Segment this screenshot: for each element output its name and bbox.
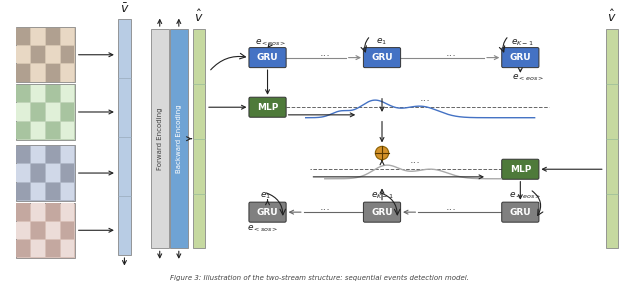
Text: GRU: GRU [257, 53, 278, 62]
Text: Forward Encoding: Forward Encoding [157, 107, 163, 170]
Bar [16, 183, 30, 200]
Bar [61, 240, 74, 257]
Bar [61, 46, 74, 63]
Bar [45, 122, 60, 139]
Bar [31, 240, 45, 257]
Bar [61, 65, 74, 82]
Bar [16, 65, 30, 82]
FancyBboxPatch shape [249, 97, 286, 117]
Text: $e_{K-1}$: $e_{K-1}$ [371, 191, 394, 201]
Bar [61, 103, 74, 121]
Bar [16, 146, 75, 201]
Bar [193, 29, 205, 249]
Text: $e_{K-1}$: $e_{K-1}$ [511, 37, 534, 48]
Bar [31, 203, 45, 221]
Text: $\hat{v}$: $\hat{v}$ [194, 9, 204, 25]
Bar [45, 28, 60, 45]
Bar [31, 46, 45, 63]
Bar [16, 122, 30, 139]
Bar [31, 222, 45, 239]
Bar [16, 85, 30, 102]
Text: MLP: MLP [257, 103, 278, 112]
Bar [61, 122, 74, 139]
Bar [605, 29, 618, 249]
Text: GRU: GRU [509, 208, 531, 217]
Bar [170, 29, 188, 249]
Text: ···: ··· [445, 51, 456, 61]
Bar [45, 103, 60, 121]
Bar [31, 183, 45, 200]
Bar [16, 203, 30, 221]
Bar [61, 164, 74, 182]
Bar [45, 164, 60, 182]
Bar [118, 20, 131, 255]
Text: GRU: GRU [371, 208, 393, 217]
Bar [61, 222, 74, 239]
Bar [61, 183, 74, 200]
Text: $e_{<sos>}$: $e_{<sos>}$ [255, 37, 286, 48]
FancyBboxPatch shape [249, 48, 286, 68]
Text: GRU: GRU [257, 208, 278, 217]
Text: ···: ··· [419, 96, 430, 106]
Bar [45, 203, 60, 221]
Bar [31, 28, 45, 45]
FancyBboxPatch shape [502, 48, 539, 68]
FancyBboxPatch shape [502, 202, 539, 222]
FancyBboxPatch shape [364, 202, 401, 222]
Bar [16, 27, 75, 82]
Text: ···: ··· [445, 205, 456, 215]
Text: Backward Encoding: Backward Encoding [176, 104, 182, 173]
Bar [45, 46, 60, 63]
Bar [16, 84, 75, 140]
Bar [16, 103, 30, 121]
Text: GRU: GRU [371, 53, 393, 62]
Bar [31, 65, 45, 82]
Circle shape [375, 146, 388, 160]
Text: $\hat{v}$: $\hat{v}$ [607, 9, 617, 25]
Bar [45, 65, 60, 82]
Bar [16, 203, 75, 258]
Text: ···: ··· [319, 205, 330, 215]
Bar [61, 28, 74, 45]
Bar [150, 29, 169, 249]
Bar [61, 203, 74, 221]
Bar [31, 122, 45, 139]
Bar [61, 85, 74, 102]
Text: MLP: MLP [509, 165, 531, 174]
Text: ···: ··· [319, 51, 330, 61]
Bar [45, 85, 60, 102]
Text: $\bar{v}$: $\bar{v}$ [120, 2, 129, 15]
Bar [16, 46, 30, 63]
Text: ···: ··· [410, 158, 421, 168]
Text: $e_{<sos>}$: $e_{<sos>}$ [247, 223, 278, 234]
Bar [16, 28, 30, 45]
Text: GRU: GRU [509, 53, 531, 62]
FancyBboxPatch shape [364, 48, 401, 68]
Bar [61, 146, 74, 163]
Bar [45, 183, 60, 200]
Text: $e_{<eos>}$: $e_{<eos>}$ [512, 72, 544, 83]
Bar [31, 103, 45, 121]
Bar [45, 146, 60, 163]
Bar [31, 146, 45, 163]
Text: Figure 3: Illustration of the two-stream structure: sequential events detection : Figure 3: Illustration of the two-stream… [170, 275, 470, 281]
Bar [16, 222, 30, 239]
Text: $e_{<eos>}$: $e_{<eos>}$ [509, 191, 541, 201]
Bar [16, 146, 30, 163]
FancyBboxPatch shape [249, 202, 286, 222]
Bar [45, 240, 60, 257]
Bar [31, 164, 45, 182]
Bar [16, 164, 30, 182]
Bar [16, 240, 30, 257]
FancyBboxPatch shape [502, 159, 539, 179]
Text: $e_1$: $e_1$ [260, 191, 271, 201]
Bar [45, 222, 60, 239]
Bar [31, 85, 45, 102]
Text: $e_1$: $e_1$ [376, 36, 388, 47]
